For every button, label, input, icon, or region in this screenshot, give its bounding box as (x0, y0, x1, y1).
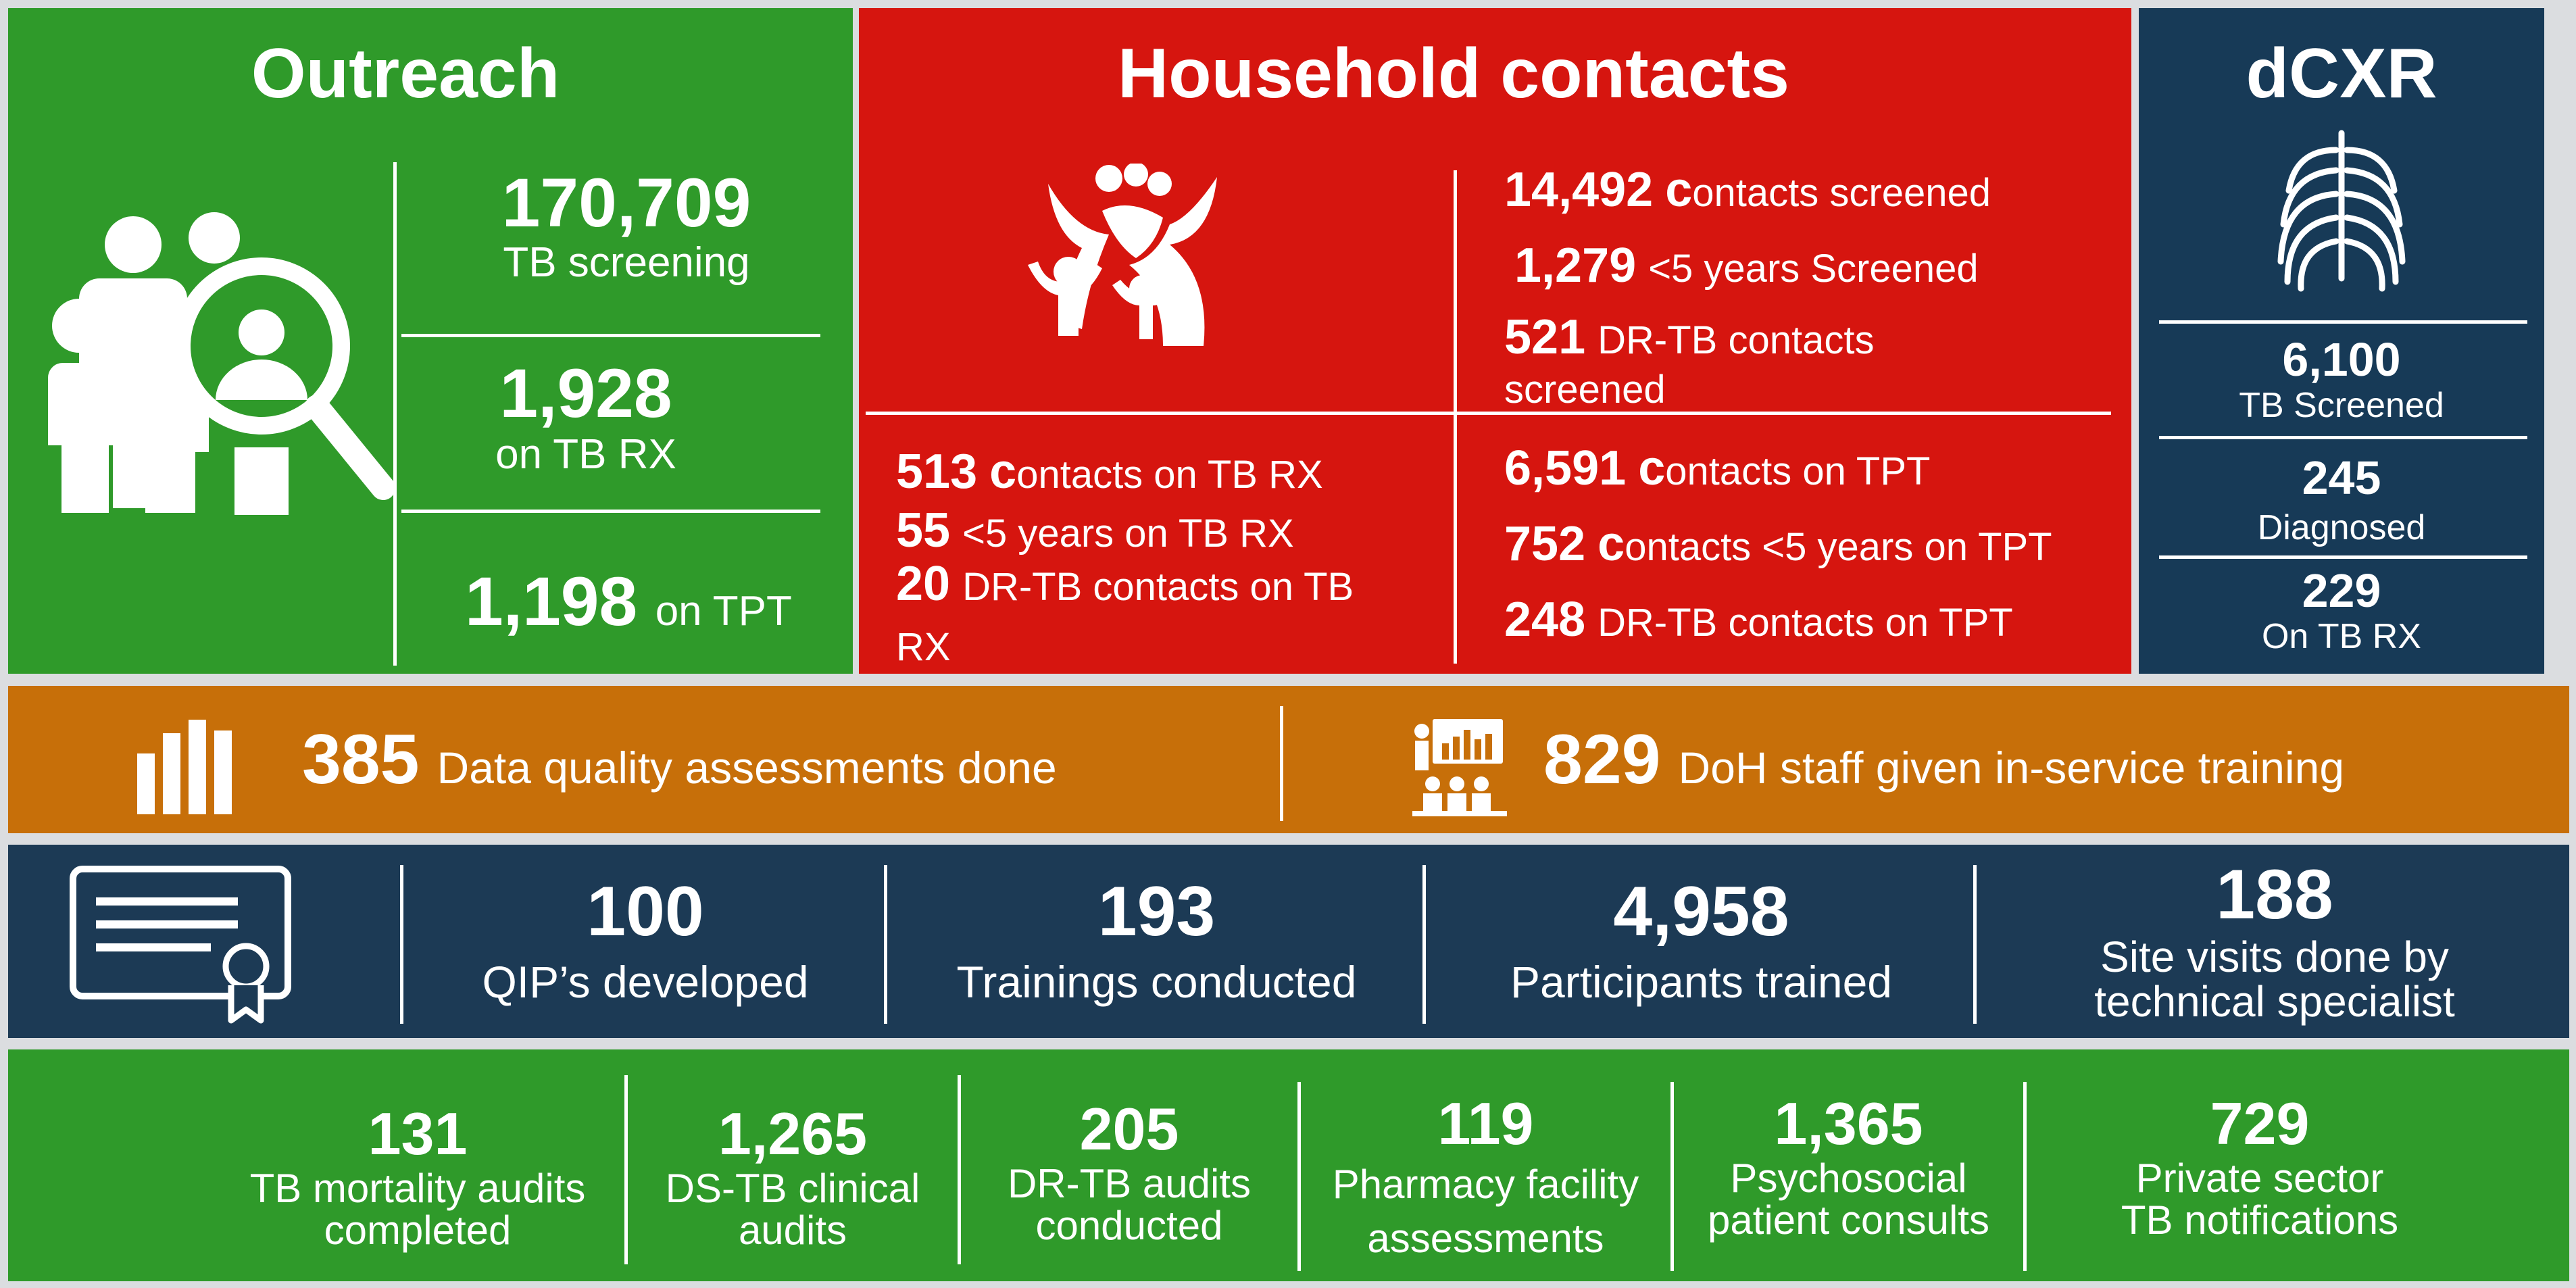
pharmacy-label-2: assessments (1367, 1216, 1604, 1261)
hh-drtb-value: 521 (1504, 310, 1586, 364)
outreach-screening-label: TB screening (503, 239, 750, 286)
trainings-label: Trainings conducted (956, 957, 1357, 1007)
mortality-audits-label-1: TB mortality audits (249, 1166, 586, 1211)
dcxr-screened-label: TB Screened (2239, 386, 2444, 425)
outreach-tpt-label: on TPT (655, 588, 792, 635)
dcxr-panel: dCXR 6,100 TB Screened 245 Diagnosed 229… (2139, 8, 2544, 674)
dcxr-rx-label: On TB RX (2261, 617, 2421, 656)
psychosocial-label-2: patient consults (1708, 1197, 1989, 1243)
hh-drtb-label-2: screened (1504, 368, 1666, 412)
hh-tpt-contacts-value: 6,591 (1504, 441, 1627, 495)
audit-band: 131 TB mortality audits completed 1,265 … (8, 1049, 2569, 1281)
certificate-band: 100 QIP’s developed 193 Trainings conduc… (8, 845, 2569, 1038)
dcxr-diagnosed-value: 245 (2302, 451, 2381, 504)
trainings-value: 193 (1097, 872, 1216, 951)
qip-value: 100 (587, 872, 704, 951)
household-title: Household contacts (1118, 34, 1789, 113)
participants-label: Participants trained (1510, 957, 1892, 1007)
dcxr-diagnosed-label: Diagnosed (2257, 508, 2426, 547)
outreach-title: Outreach (251, 34, 560, 113)
outreach-rx-label: on TB RX (495, 431, 676, 478)
site-visits-label-2: technical specialist (2094, 977, 2455, 1026)
site-visits-value: 188 (2216, 856, 2333, 934)
dqa-value: 385 (302, 720, 420, 799)
bar-chart-icon (137, 720, 232, 814)
outreach-tpt-value: 1,198 (465, 563, 638, 640)
hh-screened-value: 14,492 (1504, 163, 1654, 217)
private-sector-label-1: Private sector (2135, 1156, 2384, 1201)
dstb-audits-label-1: DS-TB clinical (665, 1166, 920, 1211)
site-visits-label-1: Site visits done by (2100, 933, 2449, 981)
people-magnifier-icon (48, 212, 395, 515)
hh-drtb-label-1: DR-TB contacts (1597, 318, 1875, 362)
outreach-panel: Outreach 170,709 TB screening 1,928 on T… (8, 8, 853, 674)
private-sector-value: 729 (2210, 1090, 2310, 1157)
hh-under5-value: 1,279 (1514, 239, 1637, 293)
outreach-rx-value: 1,928 (499, 355, 672, 432)
hh-tpt-under5-label: ontacts <5 years on TPT (1625, 525, 2052, 569)
hh-screened-label: ontacts screened (1692, 171, 1991, 215)
psychosocial-value: 1,365 (1774, 1090, 1923, 1157)
private-sector-label-2: TB notifications (2121, 1197, 2399, 1243)
quality-band: 385 Data quality assessments done 829 DoH … (8, 686, 2569, 833)
hh-tpt-drtb-label: DR-TB contacts on TPT (1597, 601, 2013, 645)
household-panel: Household contacts 14,492 contacts screen… (859, 8, 2131, 674)
hh-screened-c: c (1665, 163, 1693, 217)
training-label: DoH staff given in-service training (1678, 743, 2345, 793)
hh-rx-under5-label: <5 years on TB RX (962, 512, 1294, 555)
certificate-icon (70, 866, 291, 1024)
drtb-audits-value: 205 (1079, 1095, 1179, 1162)
drtb-audits-label-1: DR-TB audits (1007, 1161, 1252, 1206)
psychosocial-label-1: Psychosocial (1730, 1156, 1967, 1201)
hh-under5-label: <5 years Screened (1648, 247, 1979, 291)
dqa-label: Data quality assessments done (437, 743, 1057, 793)
hh-tpt-drtb-value: 248 (1504, 593, 1586, 647)
presentation-icon (1412, 719, 1507, 816)
hh-rx-under5-value: 55 (896, 503, 951, 558)
mortality-audits-label-2: completed (324, 1208, 512, 1253)
dstb-audits-label-2: audits (738, 1208, 847, 1253)
dcxr-rx-value: 229 (2302, 564, 2381, 617)
ribcage-icon (2277, 130, 2406, 292)
hh-rx-contacts-c: c (989, 445, 1017, 499)
hh-tpt-contacts-label: ontacts on TPT (1665, 449, 1931, 493)
outreach-screening-value: 170,709 (501, 164, 751, 241)
hh-rx-contacts-value: 513 (896, 445, 978, 499)
hh-rx-drtb-label-1: DR-TB contacts on TB (962, 565, 1354, 609)
pharmacy-label-1: Pharmacy facility (1332, 1162, 1639, 1207)
dcxr-title: dCXR (2246, 34, 2437, 113)
dstb-audits-value: 1,265 (718, 1100, 868, 1167)
pharmacy-value: 119 (1437, 1090, 1534, 1157)
hh-tpt-under5-value: 752 (1504, 517, 1586, 571)
mortality-audits-value: 131 (368, 1100, 468, 1167)
drtb-audits-label-2: conducted (1035, 1203, 1223, 1248)
dcxr-screened-value: 6,100 (2282, 333, 2401, 386)
hh-rx-drtb-label-2: RX (896, 625, 951, 669)
hh-rx-drtb-value: 20 (896, 557, 951, 611)
hh-tpt-under5-c: c (1597, 517, 1625, 571)
family-icon (1028, 164, 1217, 346)
participants-value: 4,958 (1613, 872, 1789, 951)
hh-tpt-contacts-c: c (1638, 441, 1666, 495)
training-value: 829 (1543, 720, 1661, 799)
hh-rx-contacts-label: ontacts on TB RX (1016, 453, 1323, 497)
qip-label: QIP’s developed (482, 957, 809, 1007)
